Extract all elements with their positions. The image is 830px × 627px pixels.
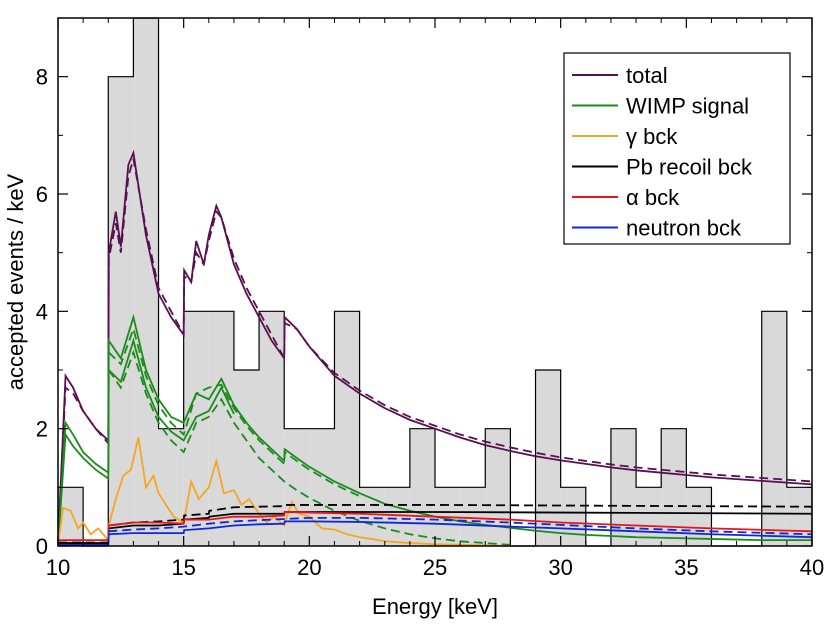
series-wimp-lower	[57, 337, 235, 547]
histogram-bar	[133, 18, 159, 546]
histogram-bar	[409, 428, 435, 546]
histogram-bar	[560, 487, 586, 546]
histogram-bar	[661, 428, 687, 546]
histogram-bar	[761, 311, 787, 546]
series-wimp-dashed	[108, 349, 511, 546]
histogram-outline	[57, 17, 813, 547]
histogram-bar	[108, 76, 134, 547]
series-neutron-bck	[58, 520, 813, 546]
legend-label: Pb recoil bck	[626, 155, 753, 180]
legend-label: α bck	[626, 185, 680, 210]
histogram-bar	[334, 311, 360, 546]
histogram-bar	[284, 428, 310, 546]
series-wimp-signal	[57, 313, 812, 547]
series--bck	[58, 511, 813, 542]
series-total	[57, 149, 813, 547]
y-tick-label: 0	[36, 534, 48, 559]
histogram-bar	[183, 311, 209, 546]
y-axis-label: accepted events / keV	[3, 173, 28, 390]
histogram-bar	[309, 428, 335, 546]
y-tick-label: 6	[36, 182, 48, 207]
histogram-bar	[384, 487, 410, 546]
x-axis-label: Energy [keV]	[372, 594, 498, 619]
histogram-bar	[610, 428, 637, 546]
histogram-bar	[208, 311, 234, 546]
x-tick-label: 10	[46, 555, 70, 580]
histogram-bar	[460, 487, 486, 546]
histogram-bar	[686, 487, 712, 546]
x-tick-label: 25	[423, 555, 447, 580]
histogram	[57, 17, 813, 547]
histogram-bar	[636, 487, 662, 546]
histogram-bar	[359, 487, 385, 546]
y-tick-label: 4	[36, 299, 48, 324]
legend-label: total	[626, 63, 668, 88]
x-tick-label: 15	[171, 555, 195, 580]
x-tick-label: 30	[548, 555, 572, 580]
series-total-dashed	[57, 158, 813, 547]
y-tick-label: 2	[36, 417, 48, 442]
legend-label: neutron bck	[626, 216, 742, 241]
histogram-bar	[259, 311, 285, 546]
axis-ticks: 10 15 20 25 30 35 40 0 2 4 6 8	[36, 18, 824, 580]
legend-label: WIMP signal	[626, 94, 749, 119]
legend: total WIMP signal γ bck Pb recoil bck α bck n…	[563, 52, 791, 245]
x-tick-label: 35	[674, 555, 698, 580]
y-tick-label: 8	[36, 65, 48, 90]
series-lines	[57, 149, 813, 547]
x-tick-label: 40	[800, 555, 824, 580]
legend-box	[563, 52, 791, 245]
series-wimp-dashed-upper	[108, 325, 360, 497]
legend-label: γ bck	[626, 124, 678, 149]
series-neutron-dashed	[108, 516, 813, 536]
x-tick-label: 20	[297, 555, 321, 580]
series-pb-recoil-bck	[58, 511, 813, 544]
